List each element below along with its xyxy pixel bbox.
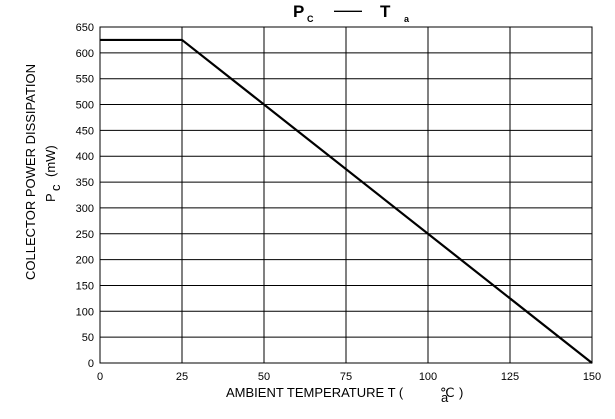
x-tick-label: 0 (97, 371, 103, 383)
y-tick-label: 100 (76, 306, 94, 318)
y-axis-symbol-subscript: c (48, 184, 63, 191)
x-tick-label: 75 (340, 371, 352, 383)
title-variable-subscript: a (404, 14, 410, 24)
x-tick-label: 150 (583, 371, 601, 383)
title-symbol: P (293, 2, 304, 21)
y-axis-symbol: P (43, 193, 58, 202)
power-derating-line (100, 38, 593, 364)
x-axis-label: AMBIENT TEMPERATURE T ( (226, 385, 404, 400)
x-axis-title: AMBIENT TEMPERATURE T ( ℃ a ) (226, 385, 463, 405)
y-tick-label: 600 (76, 48, 94, 60)
x-tick-label: 100 (419, 371, 437, 383)
y-tick-label: 350 (76, 177, 94, 189)
y-tick-label: 400 (76, 151, 94, 163)
y-tick-label: 0 (88, 358, 94, 370)
x-axis-close-paren: ) (459, 385, 463, 400)
y-tick-label: 500 (76, 100, 94, 112)
x-axis-unit-subscript: a (441, 390, 449, 405)
y-axis-title: COLLECTOR POWER DISSIPATION P c (mW) (23, 64, 63, 280)
y-tick-label: 250 (76, 229, 94, 241)
x-tick-label: 125 (501, 371, 519, 383)
x-tick-label: 50 (258, 371, 270, 383)
y-tick-labels: 0 50 100 150 200 250 300 350 400 450 500 550 600 650 (76, 22, 94, 370)
y-axis-label: COLLECTOR POWER DISSIPATION (23, 64, 38, 280)
y-tick-label: 150 (76, 280, 94, 292)
y-tick-label: 550 (76, 74, 94, 86)
chart-title: P C —— T a (293, 2, 410, 24)
title-symbol-subscript: C (307, 14, 314, 24)
grid (99, 26, 593, 364)
y-tick-label: 200 (76, 255, 94, 267)
plot-frame (99, 26, 593, 364)
x-axis-unit: ℃ (440, 385, 455, 400)
title-variable: T (380, 2, 391, 21)
y-axis-unit: (mW) (43, 145, 58, 177)
x-tick-label: 25 (176, 371, 188, 383)
series-group (100, 38, 593, 364)
y-tick-label: 650 (76, 22, 94, 34)
title-separator: —— (334, 2, 362, 18)
y-tick-label: 300 (76, 203, 94, 215)
y-tick-label: 450 (76, 125, 94, 137)
y-tick-label: 50 (82, 332, 94, 344)
x-tick-labels: 0 25 50 75 100 125 150 (97, 371, 601, 383)
